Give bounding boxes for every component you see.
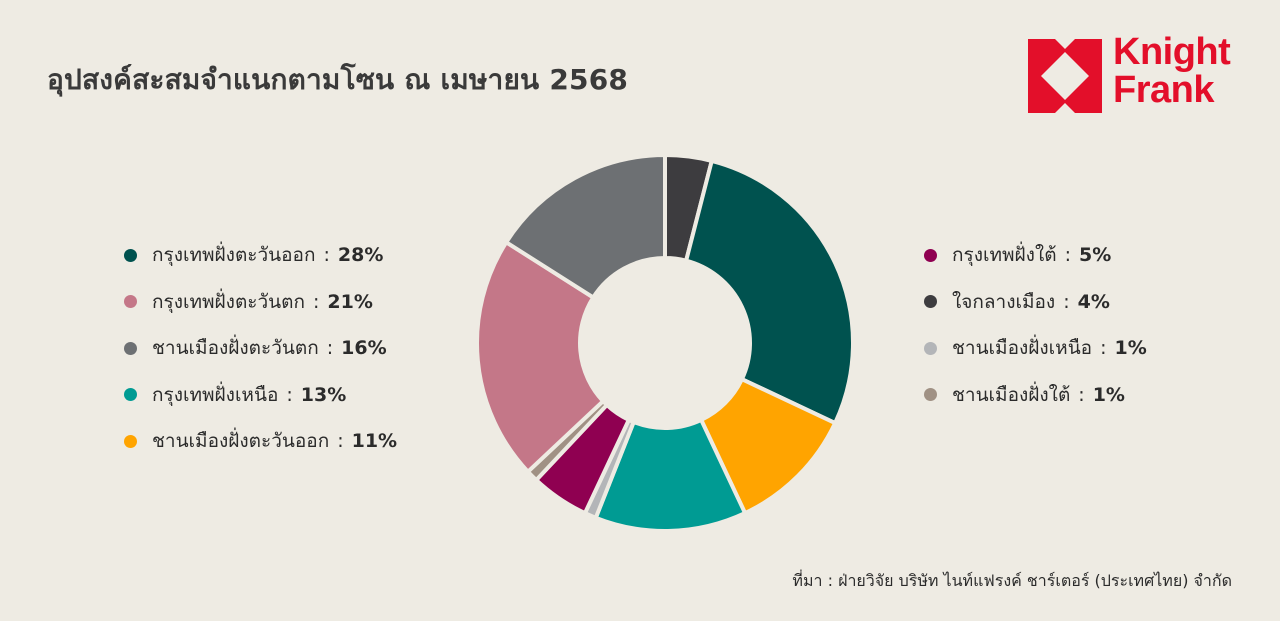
- knight-frank-logo: Knight Frank: [1028, 33, 1238, 115]
- legend-item: กรุงเทพฝั่งตะวันออก : 28%: [124, 232, 397, 279]
- legend-value: 1%: [1092, 383, 1125, 406]
- legend-value: 4%: [1077, 290, 1110, 313]
- legend-separator: :: [337, 430, 344, 453]
- legend-label: ชานเมืองฝั่งตะวันออก: [152, 430, 330, 453]
- legend-dot-icon: [124, 388, 137, 402]
- legend-label: กรุงเทพฝั่งตะวันตก: [152, 290, 305, 313]
- legend-dot-icon: [924, 295, 937, 309]
- legend-label: กรุงเทพฝั่งใต้: [952, 244, 1057, 267]
- legend-item: กรุงเทพฝั่งใต้ : 5%: [924, 232, 1147, 279]
- legend-item: ชานเมืองฝั่งตะวันตก : 16%: [124, 325, 397, 372]
- legend-dot-icon: [924, 341, 937, 355]
- donut-chart: ใจกลางเมือง : 4%กรุงเทพฝั่งตะวันออก : 28…: [475, 152, 855, 533]
- legend-label: กรุงเทพฝั่งตะวันออก: [152, 244, 316, 267]
- legend-separator: :: [323, 244, 330, 267]
- legend-value: 1%: [1114, 337, 1147, 360]
- legend-dot-icon: [124, 341, 137, 355]
- legend-separator: :: [286, 383, 293, 406]
- legend-item: ใจกลางเมือง : 4%: [924, 279, 1147, 326]
- donut-slice: กรุงเทพฝั่งตะวันตก : 21%: [475, 239, 606, 475]
- legend-right: กรุงเทพฝั่งใต้ : 5% ใจกลางเมือง : 4% ชาน…: [924, 232, 1147, 418]
- donut-slice: กรุงเทพฝั่งตะวันออก : 28%: [683, 158, 855, 426]
- legend-dot-icon: [124, 434, 137, 448]
- legend-label: ชานเมืองฝั่งเหนือ: [952, 337, 1093, 360]
- legend-dot-icon: [124, 248, 137, 262]
- legend-label: กรุงเทพฝั่งเหนือ: [152, 383, 279, 406]
- legend-value: 13%: [300, 383, 347, 406]
- legend-label: ชานเมืองฝั่งใต้: [952, 383, 1071, 406]
- legend-value: 16%: [341, 337, 387, 360]
- legend-value: 21%: [327, 290, 373, 313]
- legend-separator: :: [312, 290, 320, 313]
- logo-mark-shape: [1028, 39, 1102, 113]
- legend-item: ชานเมืองฝั่งเหนือ : 1%: [924, 325, 1147, 372]
- legend-item: กรุงเทพฝั่งตะวันตก : 21%: [124, 279, 397, 326]
- donut-slice: ชานเมืองฝั่งตะวันตก : 16%: [503, 152, 667, 301]
- logo-line-1: Knight: [1113, 31, 1231, 73]
- legend-dot-icon: [924, 388, 937, 402]
- legend-label: ใจกลางเมือง: [952, 290, 1056, 313]
- legend-separator: :: [1100, 337, 1107, 360]
- legend-separator: :: [1063, 290, 1070, 313]
- legend-label: ชานเมืองฝั่งตะวันตก: [152, 337, 319, 360]
- legend-value: 11%: [351, 430, 398, 453]
- legend-left: กรุงเทพฝั่งตะวันออก : 28% กรุงเทพฝั่งตะว…: [124, 232, 397, 465]
- legend-separator: :: [1064, 244, 1071, 267]
- knight-frank-logo-icon: [1028, 39, 1102, 113]
- legend-dot-icon: [124, 295, 137, 309]
- logo-wordmark: Knight Frank: [1113, 31, 1231, 111]
- legend-item: ชานเมืองฝั่งใต้ : 1%: [924, 372, 1147, 419]
- legend-item: ชานเมืองฝั่งตะวันออก : 11%: [124, 418, 397, 465]
- chart-title: อุปสงค์สะสมจำแนกตามโซน ณ เมษายน 2568: [47, 63, 629, 96]
- legend-separator: :: [326, 337, 334, 360]
- source-note: ที่มา : ฝ่ายวิจัย บริษัท ไนท์แฟรงค์ ชาร์…: [792, 571, 1232, 590]
- legend-separator: :: [1078, 383, 1085, 406]
- legend-dot-icon: [924, 248, 937, 262]
- legend-value: 5%: [1078, 244, 1112, 267]
- legend-item: กรุงเทพฝั่งเหนือ : 13%: [124, 372, 397, 419]
- donut-slices: ใจกลางเมือง : 4%กรุงเทพฝั่งตะวันออก : 28…: [475, 152, 855, 533]
- legend-value: 28%: [337, 244, 384, 267]
- logo-line-2: Frank: [1113, 69, 1214, 111]
